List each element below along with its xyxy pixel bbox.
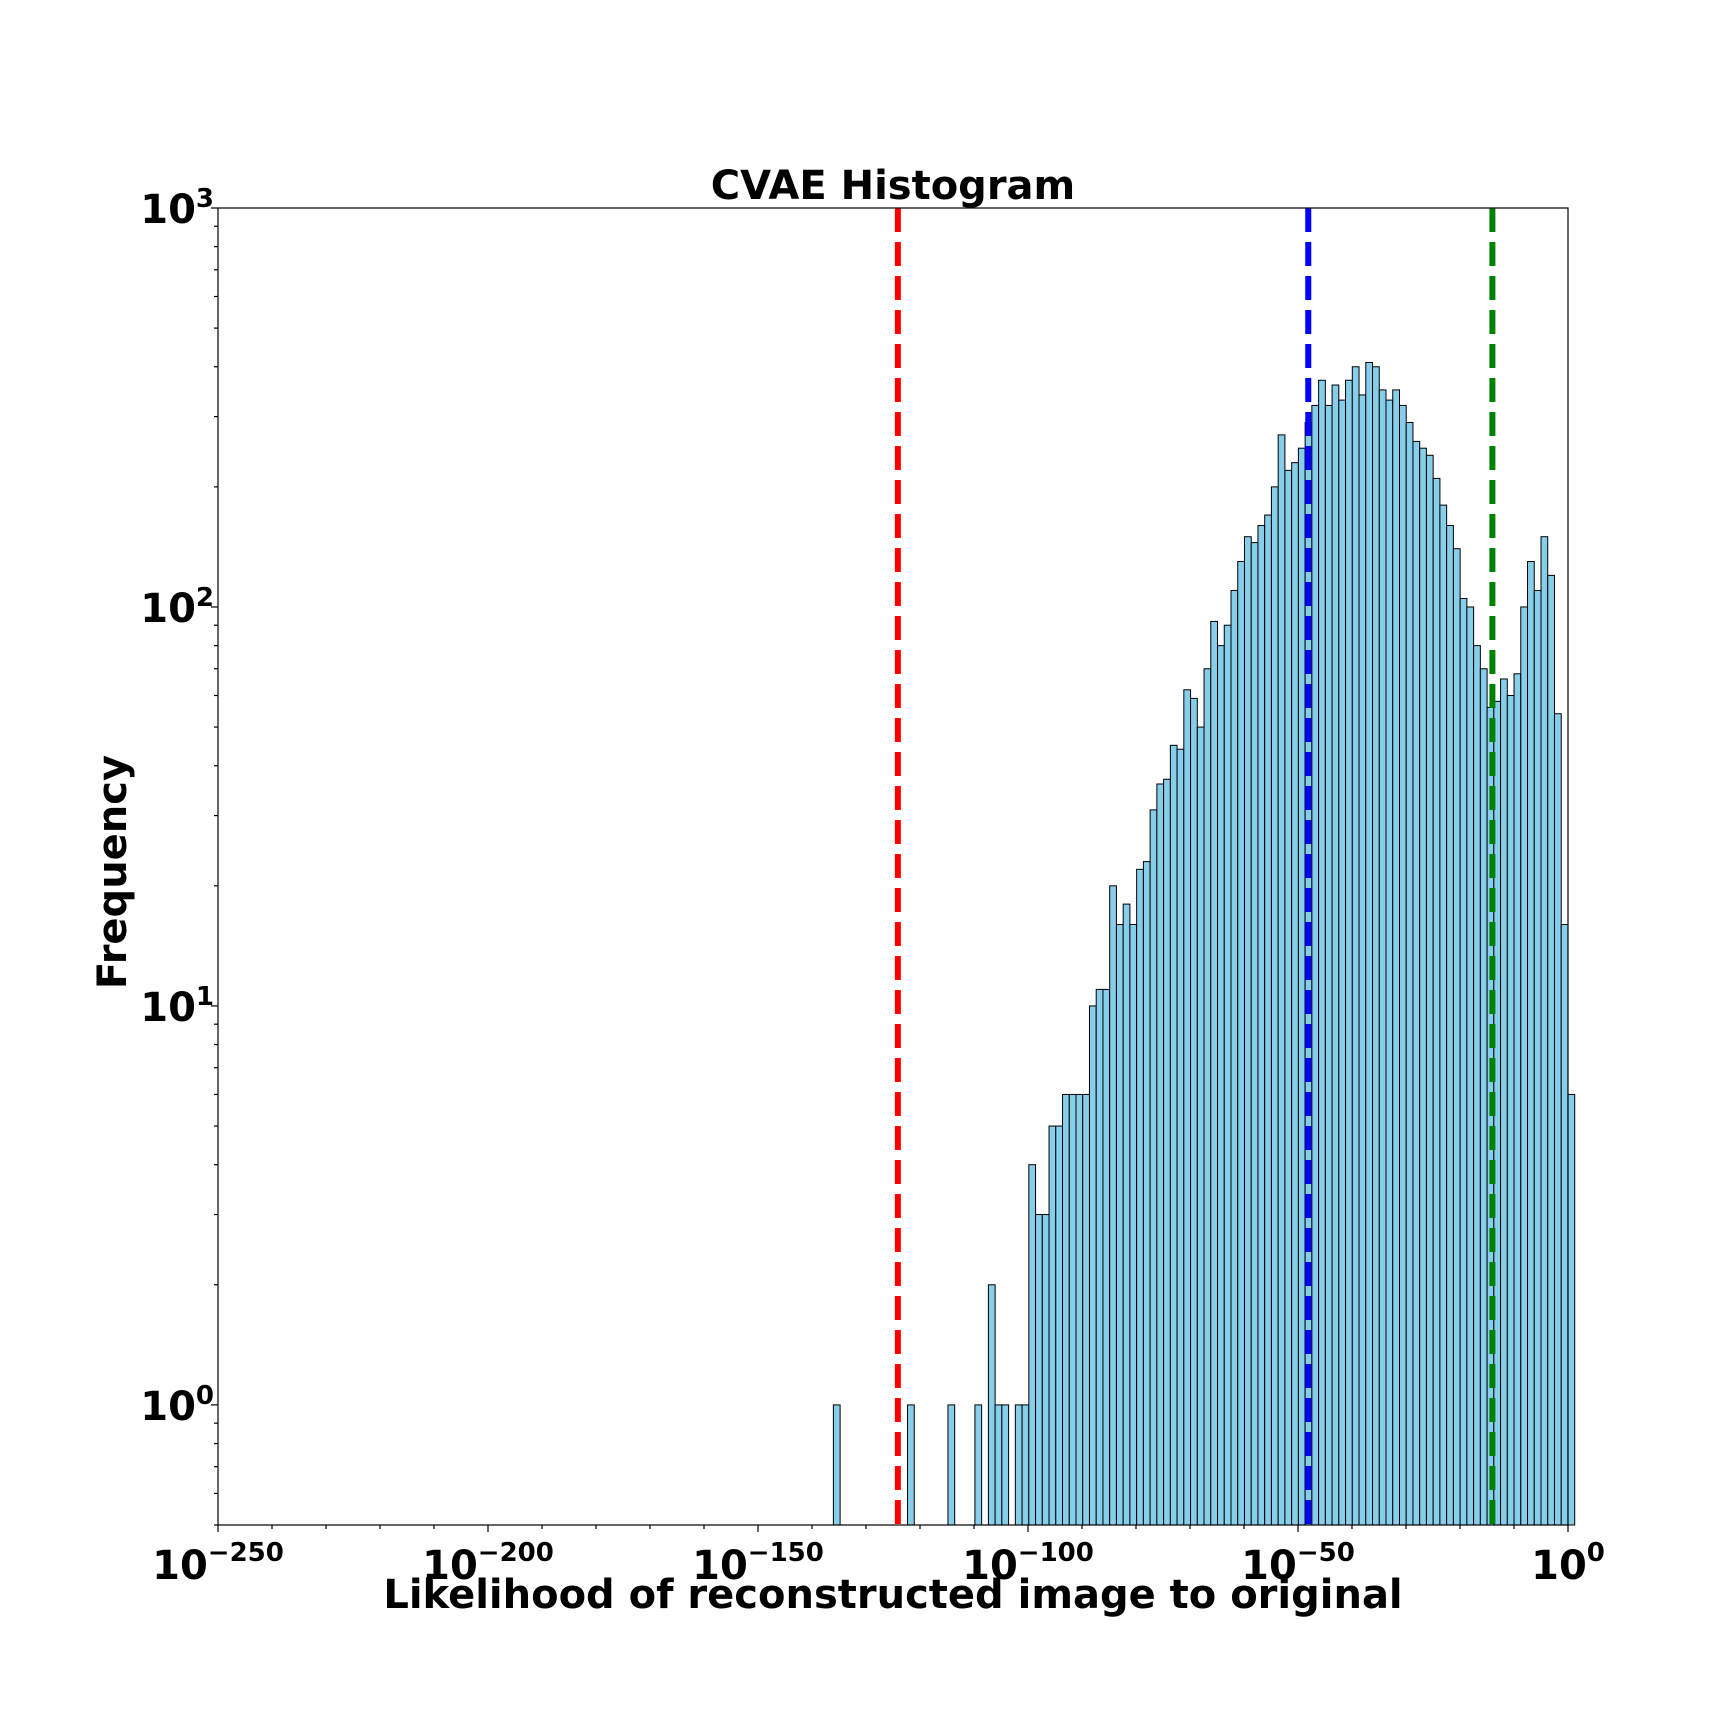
histogram-bar bbox=[1406, 422, 1413, 1525]
histogram-bar bbox=[1063, 1094, 1070, 1525]
y-tick-label: 101 bbox=[140, 982, 214, 1031]
histogram-bar bbox=[1022, 1405, 1029, 1525]
histogram-bar bbox=[1164, 779, 1171, 1525]
histogram-bar bbox=[1379, 390, 1386, 1525]
bars-layer bbox=[833, 362, 1574, 1525]
histogram-bar bbox=[1514, 674, 1521, 1525]
histogram-bar bbox=[1157, 784, 1164, 1525]
histogram-bar bbox=[1069, 1094, 1076, 1525]
histogram-bar bbox=[1507, 695, 1514, 1525]
histogram-bar bbox=[1447, 526, 1454, 1525]
histogram-bar bbox=[1554, 714, 1561, 1525]
histogram-bar bbox=[1224, 625, 1231, 1525]
histogram-bar bbox=[1265, 515, 1272, 1525]
histogram-bar bbox=[948, 1405, 955, 1525]
histogram-bar bbox=[1143, 862, 1150, 1525]
histogram-bar bbox=[1399, 405, 1406, 1525]
histogram-bar bbox=[1292, 463, 1299, 1525]
histogram-bar bbox=[1211, 621, 1218, 1525]
histogram-bar bbox=[975, 1405, 982, 1525]
histogram-bar bbox=[1548, 575, 1555, 1525]
histogram-bar bbox=[1042, 1215, 1049, 1525]
histogram-bar bbox=[1083, 1094, 1090, 1525]
histogram-bar bbox=[1271, 487, 1278, 1525]
histogram-bar bbox=[1150, 810, 1157, 1525]
histogram-bar bbox=[1541, 537, 1548, 1525]
histogram-bar bbox=[988, 1285, 995, 1525]
y-axis-label: Frequency bbox=[90, 755, 136, 989]
x-tick-label: 10−250 bbox=[152, 1538, 284, 1589]
histogram-bar bbox=[1251, 543, 1258, 1525]
histogram-bar bbox=[1096, 989, 1103, 1525]
histogram-bar bbox=[1521, 607, 1528, 1525]
histogram-bar bbox=[1244, 537, 1251, 1525]
histogram-bar bbox=[1312, 405, 1319, 1525]
histogram-bar bbox=[1177, 749, 1184, 1525]
histogram-bar bbox=[1049, 1126, 1056, 1525]
histogram-bar bbox=[1319, 380, 1326, 1525]
histogram-bar bbox=[1413, 441, 1420, 1525]
histogram-bar bbox=[1278, 435, 1285, 1525]
histogram-bar bbox=[1116, 925, 1123, 1526]
histogram-bar bbox=[995, 1405, 1002, 1525]
histogram-bar bbox=[1325, 405, 1332, 1525]
y-tick-label: 103 bbox=[140, 184, 214, 233]
histogram-bar bbox=[1346, 380, 1353, 1525]
histogram-bar bbox=[1110, 886, 1117, 1525]
histogram-bar bbox=[1359, 395, 1366, 1525]
histogram-bar bbox=[1089, 1006, 1096, 1525]
histogram-bar bbox=[1467, 607, 1474, 1525]
histogram-bar bbox=[1534, 590, 1541, 1525]
histogram-bar bbox=[1433, 478, 1440, 1525]
histogram-bar bbox=[1103, 989, 1110, 1525]
histogram-bar bbox=[833, 1405, 840, 1525]
histogram-bar bbox=[1460, 599, 1467, 1525]
histogram-bar bbox=[1366, 362, 1373, 1525]
histogram-bar bbox=[1393, 390, 1400, 1525]
histogram-bar bbox=[1184, 690, 1191, 1525]
histogram-bar bbox=[1474, 646, 1481, 1525]
histogram-bar bbox=[1137, 869, 1144, 1525]
histogram-bar bbox=[1170, 745, 1177, 1525]
histogram-bar bbox=[1002, 1405, 1009, 1525]
histogram-bar bbox=[1440, 505, 1447, 1525]
histogram-bar bbox=[1480, 669, 1487, 1525]
histogram-bar bbox=[1373, 367, 1380, 1525]
histogram-bar bbox=[1501, 679, 1508, 1525]
histogram-bar bbox=[1339, 400, 1346, 1525]
histogram-bar bbox=[1123, 904, 1130, 1525]
histogram-bar bbox=[1561, 925, 1568, 1526]
histogram-bar bbox=[908, 1405, 915, 1525]
histogram-bar bbox=[1352, 367, 1359, 1525]
histogram-bar bbox=[1568, 1094, 1575, 1525]
histogram-bar bbox=[1426, 455, 1433, 1525]
y-tick-label: 100 bbox=[140, 1381, 214, 1430]
histogram-bar bbox=[1191, 698, 1198, 1525]
histogram-bar bbox=[1029, 1165, 1036, 1525]
histogram-bar bbox=[1238, 562, 1245, 1525]
histogram-bar bbox=[1231, 590, 1238, 1525]
histogram-bar bbox=[1386, 400, 1393, 1525]
chart-title: CVAE Histogram bbox=[711, 163, 1075, 209]
histogram-bar bbox=[1204, 669, 1211, 1525]
histogram-bar bbox=[1056, 1126, 1063, 1525]
x-axis-label: Likelihood of reconstructed image to ori… bbox=[383, 1572, 1402, 1618]
x-tick-label: 100 bbox=[1531, 1538, 1605, 1589]
histogram-bar bbox=[1332, 385, 1339, 1525]
histogram-bar bbox=[1528, 562, 1535, 1525]
histogram-bar bbox=[1420, 448, 1427, 1525]
histogram-bar bbox=[1130, 925, 1137, 1526]
histogram-bar bbox=[1453, 549, 1460, 1525]
histogram-bar bbox=[1197, 727, 1204, 1525]
histogram-bar bbox=[1285, 470, 1292, 1525]
histogram-bar bbox=[1015, 1405, 1022, 1525]
histogram-bar bbox=[1298, 448, 1305, 1525]
histogram-bar bbox=[1036, 1215, 1043, 1525]
histogram-bar bbox=[1076, 1094, 1083, 1525]
histogram-bar bbox=[1258, 526, 1265, 1525]
y-tick-label: 102 bbox=[140, 583, 214, 632]
histogram-bar bbox=[1218, 646, 1225, 1525]
